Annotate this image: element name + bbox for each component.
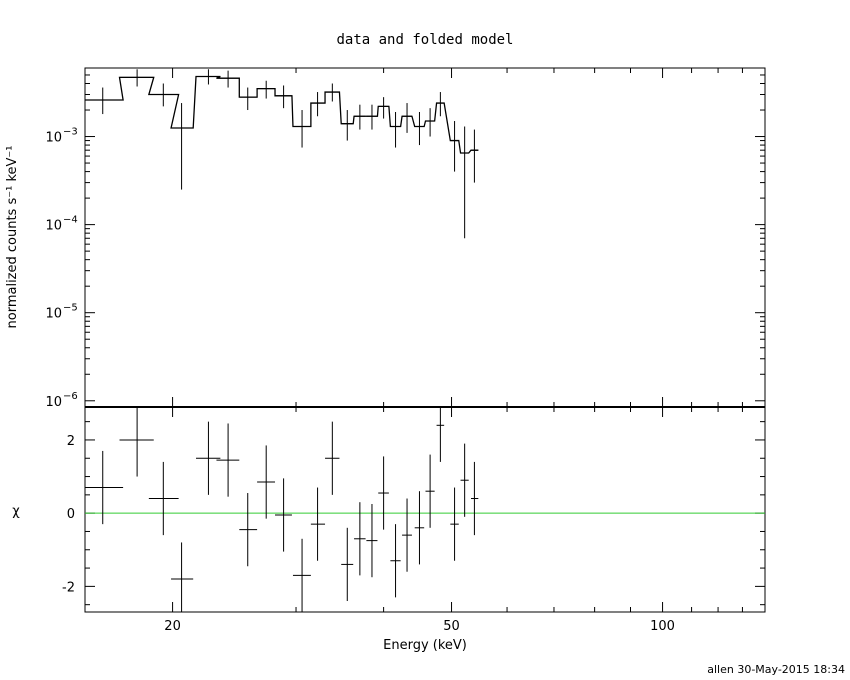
y-axis-label-chi: χ bbox=[12, 504, 20, 519]
footer-timestamp: allen 30-May-2015 18:34 bbox=[707, 663, 845, 676]
y-tick-exponent: −5 bbox=[63, 303, 78, 314]
top-panel: 10−310−410−510−6 bbox=[45, 67, 766, 410]
y-tick-exponent: −3 bbox=[63, 127, 78, 138]
y-tick-label: 10 bbox=[45, 395, 62, 410]
y-tick-label: 10 bbox=[45, 219, 62, 234]
x-tick-label: 20 bbox=[164, 619, 181, 634]
chart-title: data and folded model bbox=[336, 32, 513, 48]
x-tick-label: 50 bbox=[443, 619, 460, 634]
x-axis-label: Energy (keV) bbox=[383, 638, 467, 653]
y-tick-label: 10 bbox=[45, 131, 62, 146]
y-tick-label: 0 bbox=[67, 507, 75, 522]
y-tick-label: -2 bbox=[62, 580, 75, 595]
x-tick-label: 100 bbox=[650, 619, 675, 634]
y-tick-exponent: −4 bbox=[63, 215, 78, 226]
y-axis-label-counts: normalized counts s⁻¹ keV⁻¹ bbox=[5, 146, 20, 329]
y-tick-exponent: −6 bbox=[63, 391, 78, 402]
y-tick-label: 2 bbox=[67, 434, 75, 449]
y-tick-label: 10 bbox=[45, 307, 62, 322]
bottom-panel-frame bbox=[84, 406, 766, 613]
model-step-line bbox=[85, 75, 479, 154]
top-panel-frame bbox=[84, 67, 766, 408]
